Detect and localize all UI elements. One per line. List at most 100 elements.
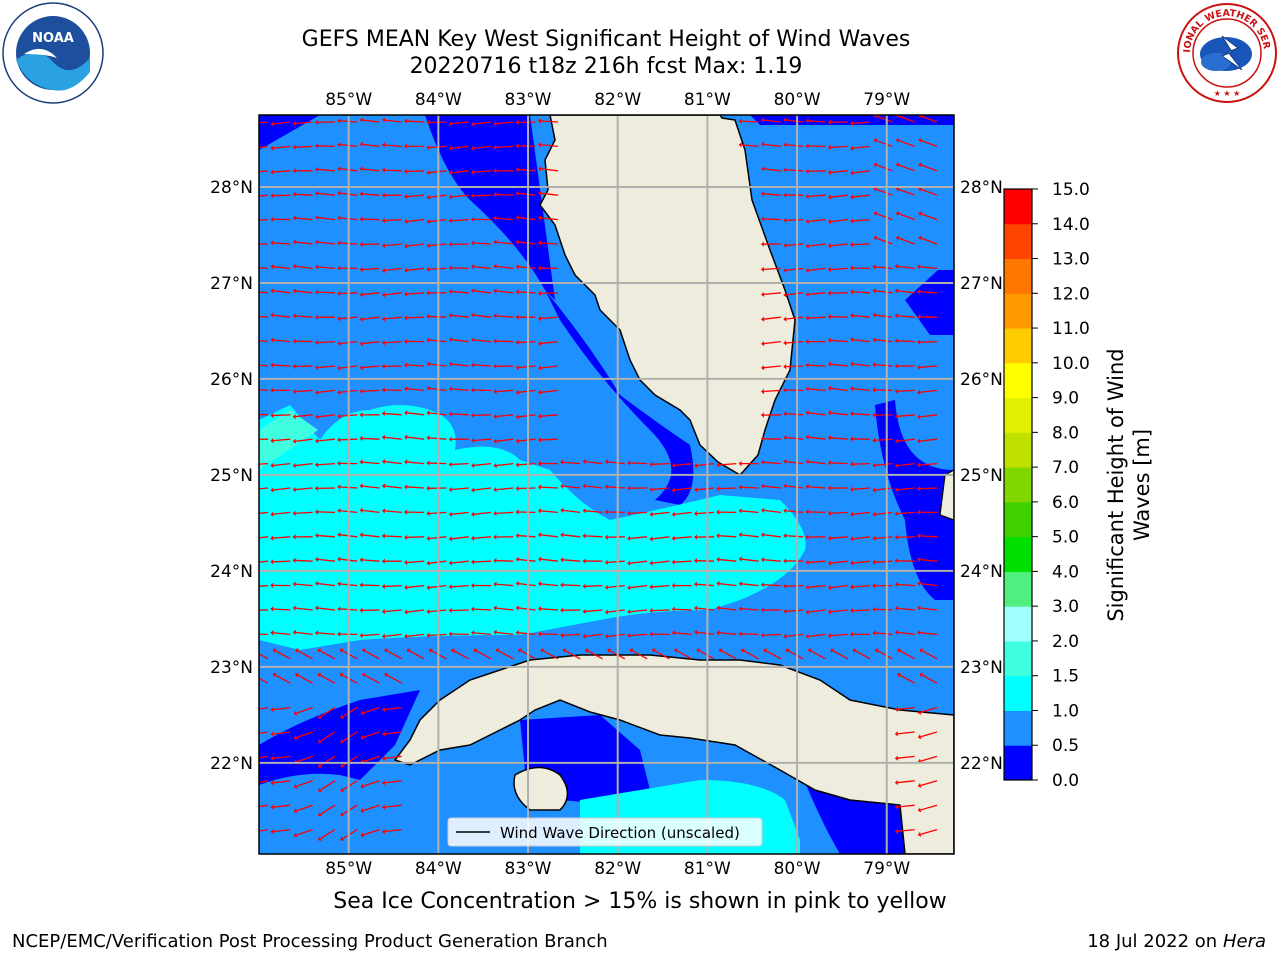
wave-direction-arrowhead bbox=[292, 338, 296, 344]
wave-direction-arrowhead bbox=[760, 582, 765, 588]
wave-direction-arrowhead bbox=[270, 438, 274, 444]
wave-direction-arrowhead bbox=[292, 438, 297, 444]
wave-direction-arrowhead bbox=[448, 121, 453, 127]
wave-direction-arrowhead bbox=[607, 648, 612, 653]
wave-direction-arrow bbox=[808, 584, 826, 588]
wave-direction-arrow bbox=[474, 314, 492, 318]
wave-direction-arrow bbox=[741, 486, 759, 489]
wave-direction-arrowhead bbox=[894, 534, 898, 540]
wave-direction-arrow bbox=[853, 145, 871, 149]
wave-direction-arrow bbox=[763, 218, 781, 221]
wave-direction-arrow bbox=[496, 193, 514, 196]
wave-direction-arrowhead bbox=[627, 609, 631, 615]
wave-direction-arrow bbox=[498, 650, 514, 660]
shallow-zone-bahamas bbox=[875, 400, 954, 600]
wave-direction-arrowhead bbox=[448, 631, 452, 637]
colorbar-tick-label: 2.0 bbox=[1052, 632, 1079, 652]
wave-direction-arrow bbox=[719, 462, 737, 466]
wave-direction-arrowhead bbox=[917, 509, 921, 515]
wave-direction-arrow bbox=[853, 170, 871, 174]
wave-direction-arrowhead bbox=[894, 511, 898, 517]
wave-direction-arrowhead bbox=[872, 559, 876, 565]
wave-direction-arrowhead bbox=[872, 387, 876, 393]
wave-direction-arrowhead bbox=[827, 385, 832, 391]
wave-direction-arrowhead bbox=[850, 218, 854, 224]
wave-direction-arrow bbox=[786, 119, 804, 123]
wave-direction-arrowhead bbox=[314, 119, 318, 125]
wave-direction-arrow bbox=[273, 608, 291, 611]
wave-direction-arrowhead bbox=[317, 648, 322, 653]
wave-direction-arrowhead bbox=[381, 292, 386, 298]
wave-direction-arrow bbox=[853, 462, 871, 465]
colorbar-tick-label: 0.0 bbox=[1052, 771, 1079, 791]
wave-direction-arrowhead bbox=[270, 804, 274, 810]
wave-direction-arrowhead bbox=[827, 169, 832, 175]
wave-direction-arrowhead bbox=[473, 648, 478, 653]
wave-direction-arrowhead bbox=[716, 509, 720, 515]
lon-tick-label: 80°W bbox=[774, 90, 821, 110]
wave-direction-arrowhead bbox=[493, 534, 497, 540]
wave-direction-arrowhead bbox=[471, 487, 475, 493]
wave-direction-arrow bbox=[453, 650, 470, 660]
wave-direction-arrow bbox=[741, 510, 759, 514]
wave-direction-arrow bbox=[897, 583, 915, 587]
wave-direction-arrowhead bbox=[540, 648, 545, 653]
wave-direction-arrowhead bbox=[515, 581, 520, 587]
wave-direction-arrow bbox=[451, 511, 469, 515]
wave-direction-arrow bbox=[364, 674, 380, 684]
wave-direction-arrowhead bbox=[917, 486, 921, 492]
wave-direction-arrow bbox=[384, 460, 402, 465]
wave-direction-arrow bbox=[808, 292, 826, 295]
wave-direction-arrowhead bbox=[515, 264, 519, 270]
wave-direction-arrowhead bbox=[448, 560, 453, 566]
wave-direction-arrow bbox=[830, 560, 848, 564]
wave-direction-arrowhead bbox=[919, 648, 924, 653]
wave-direction-arrow bbox=[407, 560, 425, 564]
wave-direction-arrow bbox=[363, 755, 380, 763]
colorbar-tick-label: 11.0 bbox=[1052, 319, 1090, 339]
wave-direction-arrowhead bbox=[649, 461, 653, 467]
wave-direction-arrowhead bbox=[537, 265, 541, 271]
wave-direction-arrow bbox=[674, 608, 692, 611]
wave-direction-arrow bbox=[719, 558, 737, 562]
wave-direction-arrowhead bbox=[805, 218, 809, 224]
wave-direction-arrow bbox=[451, 560, 469, 564]
wave-direction-arrowhead bbox=[314, 166, 319, 173]
wave-direction-arrowhead bbox=[318, 836, 322, 841]
wave-direction-arrowhead bbox=[760, 241, 764, 247]
wave-direction-arrow bbox=[451, 338, 469, 343]
wave-direction-arrow bbox=[320, 780, 336, 791]
wave-direction-arrow bbox=[384, 780, 402, 784]
wave-direction-arrowhead bbox=[381, 192, 385, 198]
wave-direction-arrowhead bbox=[515, 119, 519, 125]
wave-direction-arrow bbox=[719, 632, 737, 636]
wave-direction-arrowhead bbox=[894, 413, 899, 419]
colorbar-swatch bbox=[1004, 258, 1032, 294]
wave-direction-arrowhead bbox=[738, 631, 742, 637]
wave-direction-arrowhead bbox=[248, 708, 251, 713]
wave-direction-arrowhead bbox=[827, 194, 832, 200]
wave-direction-arrow bbox=[317, 192, 335, 196]
wave-direction-arrow bbox=[763, 267, 781, 271]
wave-direction-arrowhead bbox=[359, 607, 363, 613]
wave-direction-arrow bbox=[273, 780, 291, 784]
wave-direction-arrow bbox=[676, 650, 693, 660]
wave-direction-arrow bbox=[317, 266, 335, 270]
wave-direction-arrow bbox=[897, 511, 915, 515]
wave-direction-arrowhead bbox=[359, 117, 363, 123]
wave-direction-arrowhead bbox=[337, 365, 341, 371]
wave-direction-arrowhead bbox=[337, 581, 341, 587]
wave-direction-arrowhead bbox=[248, 362, 251, 367]
lon-tick-label: 84°W bbox=[415, 859, 462, 879]
wave-direction-arrow bbox=[275, 674, 291, 684]
wave-direction-arrow bbox=[919, 535, 938, 538]
wave-direction-arrowhead bbox=[270, 462, 274, 469]
wave-direction-arrowhead bbox=[493, 487, 497, 493]
wave-direction-arrow bbox=[474, 145, 492, 149]
wave-direction-arrow bbox=[741, 144, 759, 148]
wave-direction-arrowhead bbox=[805, 386, 809, 392]
wave-direction-arrow bbox=[630, 609, 648, 613]
wave-direction-arrowhead bbox=[560, 632, 564, 638]
wave-direction-arrowhead bbox=[471, 337, 475, 343]
wave-direction-arrowhead bbox=[448, 145, 453, 151]
